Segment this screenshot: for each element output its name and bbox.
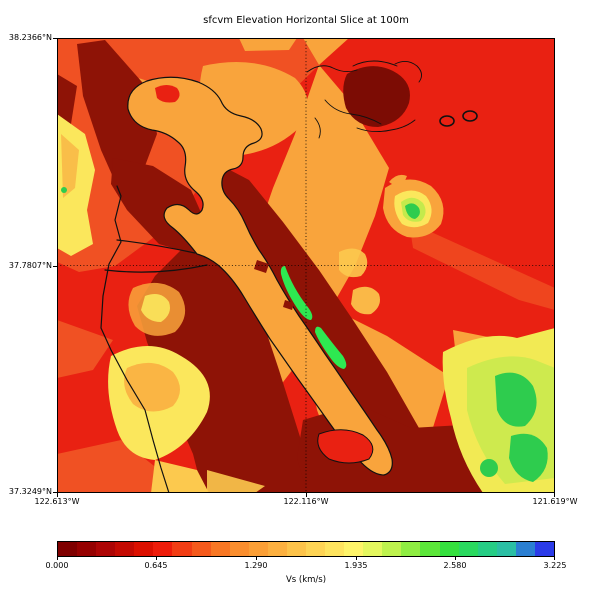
bay-interior-features: [155, 85, 374, 464]
colorbar-segment: [382, 542, 402, 556]
colorbar-segment: [248, 542, 268, 556]
colorbar-tick: [57, 557, 58, 560]
colorbar-segment: [344, 542, 364, 556]
lake-outline: [439, 115, 455, 127]
colorbar-segment: [515, 542, 535, 556]
colorbar-segment: [401, 542, 421, 556]
x-tick-label-right: 121.619°W: [532, 497, 578, 506]
colorbar-segment: [458, 542, 478, 556]
colorbar-segment: [420, 542, 440, 556]
colorbar-segment: [534, 542, 555, 556]
vs-slice-map: [57, 38, 555, 493]
colorbar-segment: [477, 542, 497, 556]
x-tick-label-left: 122.613°W: [34, 497, 80, 506]
colorbar-tick-label: 1.935: [344, 561, 368, 570]
colorbar-segment: [115, 542, 135, 556]
colorbar-segment: [153, 542, 173, 556]
colorbar-tick: [356, 557, 357, 560]
y-tick-label-mid: 37.7807°N: [8, 261, 52, 270]
y-tick-label-bottom: 37.3249°N: [8, 487, 52, 496]
colorbar-tick: [256, 557, 257, 560]
colorbar-tick-label: 0.645: [144, 561, 168, 570]
colorbar-segment: [286, 542, 307, 556]
y-tick-mark: [53, 38, 57, 39]
colorbar-segment: [172, 542, 192, 556]
colorbar-segment: [96, 542, 116, 556]
colorbar-segment: [306, 542, 326, 556]
colorbar-segment: [77, 542, 97, 556]
x-tick-label-mid: 122.116°W: [283, 497, 329, 506]
colorbar-segment: [363, 542, 383, 556]
colorbar-tick: [554, 557, 555, 560]
axes-frame: [57, 38, 555, 493]
colorbar-tick: [455, 557, 456, 560]
colorbar-tick-label: 0.000: [45, 561, 69, 570]
colorbar-tick-label: 2.580: [443, 561, 467, 570]
colorbar: [57, 541, 555, 557]
colorbar-label: Vs (km/s): [285, 575, 327, 585]
x-tick-mark: [306, 493, 307, 497]
lake-outline: [462, 110, 478, 122]
colorbar-segment: [58, 542, 78, 556]
colorbar-tick: [156, 557, 157, 560]
colorbar-segment: [439, 542, 459, 556]
colorbar-segment: [229, 542, 249, 556]
colorbar-segment: [134, 542, 154, 556]
region-green-sliver: [280, 266, 347, 369]
map-canvas: [57, 38, 555, 493]
crosshair-lines: [57, 38, 555, 493]
colorbar-segment: [496, 542, 516, 556]
region-diablo-blob: [383, 174, 444, 238]
y-tick-mark: [53, 266, 57, 267]
pacific-coastline: [100, 185, 208, 493]
region-yellow-mountains: [57, 114, 555, 493]
colorbar-segment: [325, 542, 345, 556]
plot-title: sfcvm Elevation Horizontal Slice at 100m: [203, 15, 409, 26]
colorbar-segment: [267, 542, 287, 556]
x-tick-mark: [554, 493, 555, 497]
x-tick-mark: [57, 493, 58, 497]
colorbar-segment: [210, 542, 230, 556]
y-tick-mark: [53, 492, 57, 493]
colorbar-segment: [191, 542, 211, 556]
delta-channels: [306, 60, 478, 139]
colorbar-tick-label: 1.290: [244, 561, 268, 570]
y-tick-label-top: 38.2366°N: [8, 33, 52, 42]
colorbar-tick-label: 3.225: [543, 561, 567, 570]
